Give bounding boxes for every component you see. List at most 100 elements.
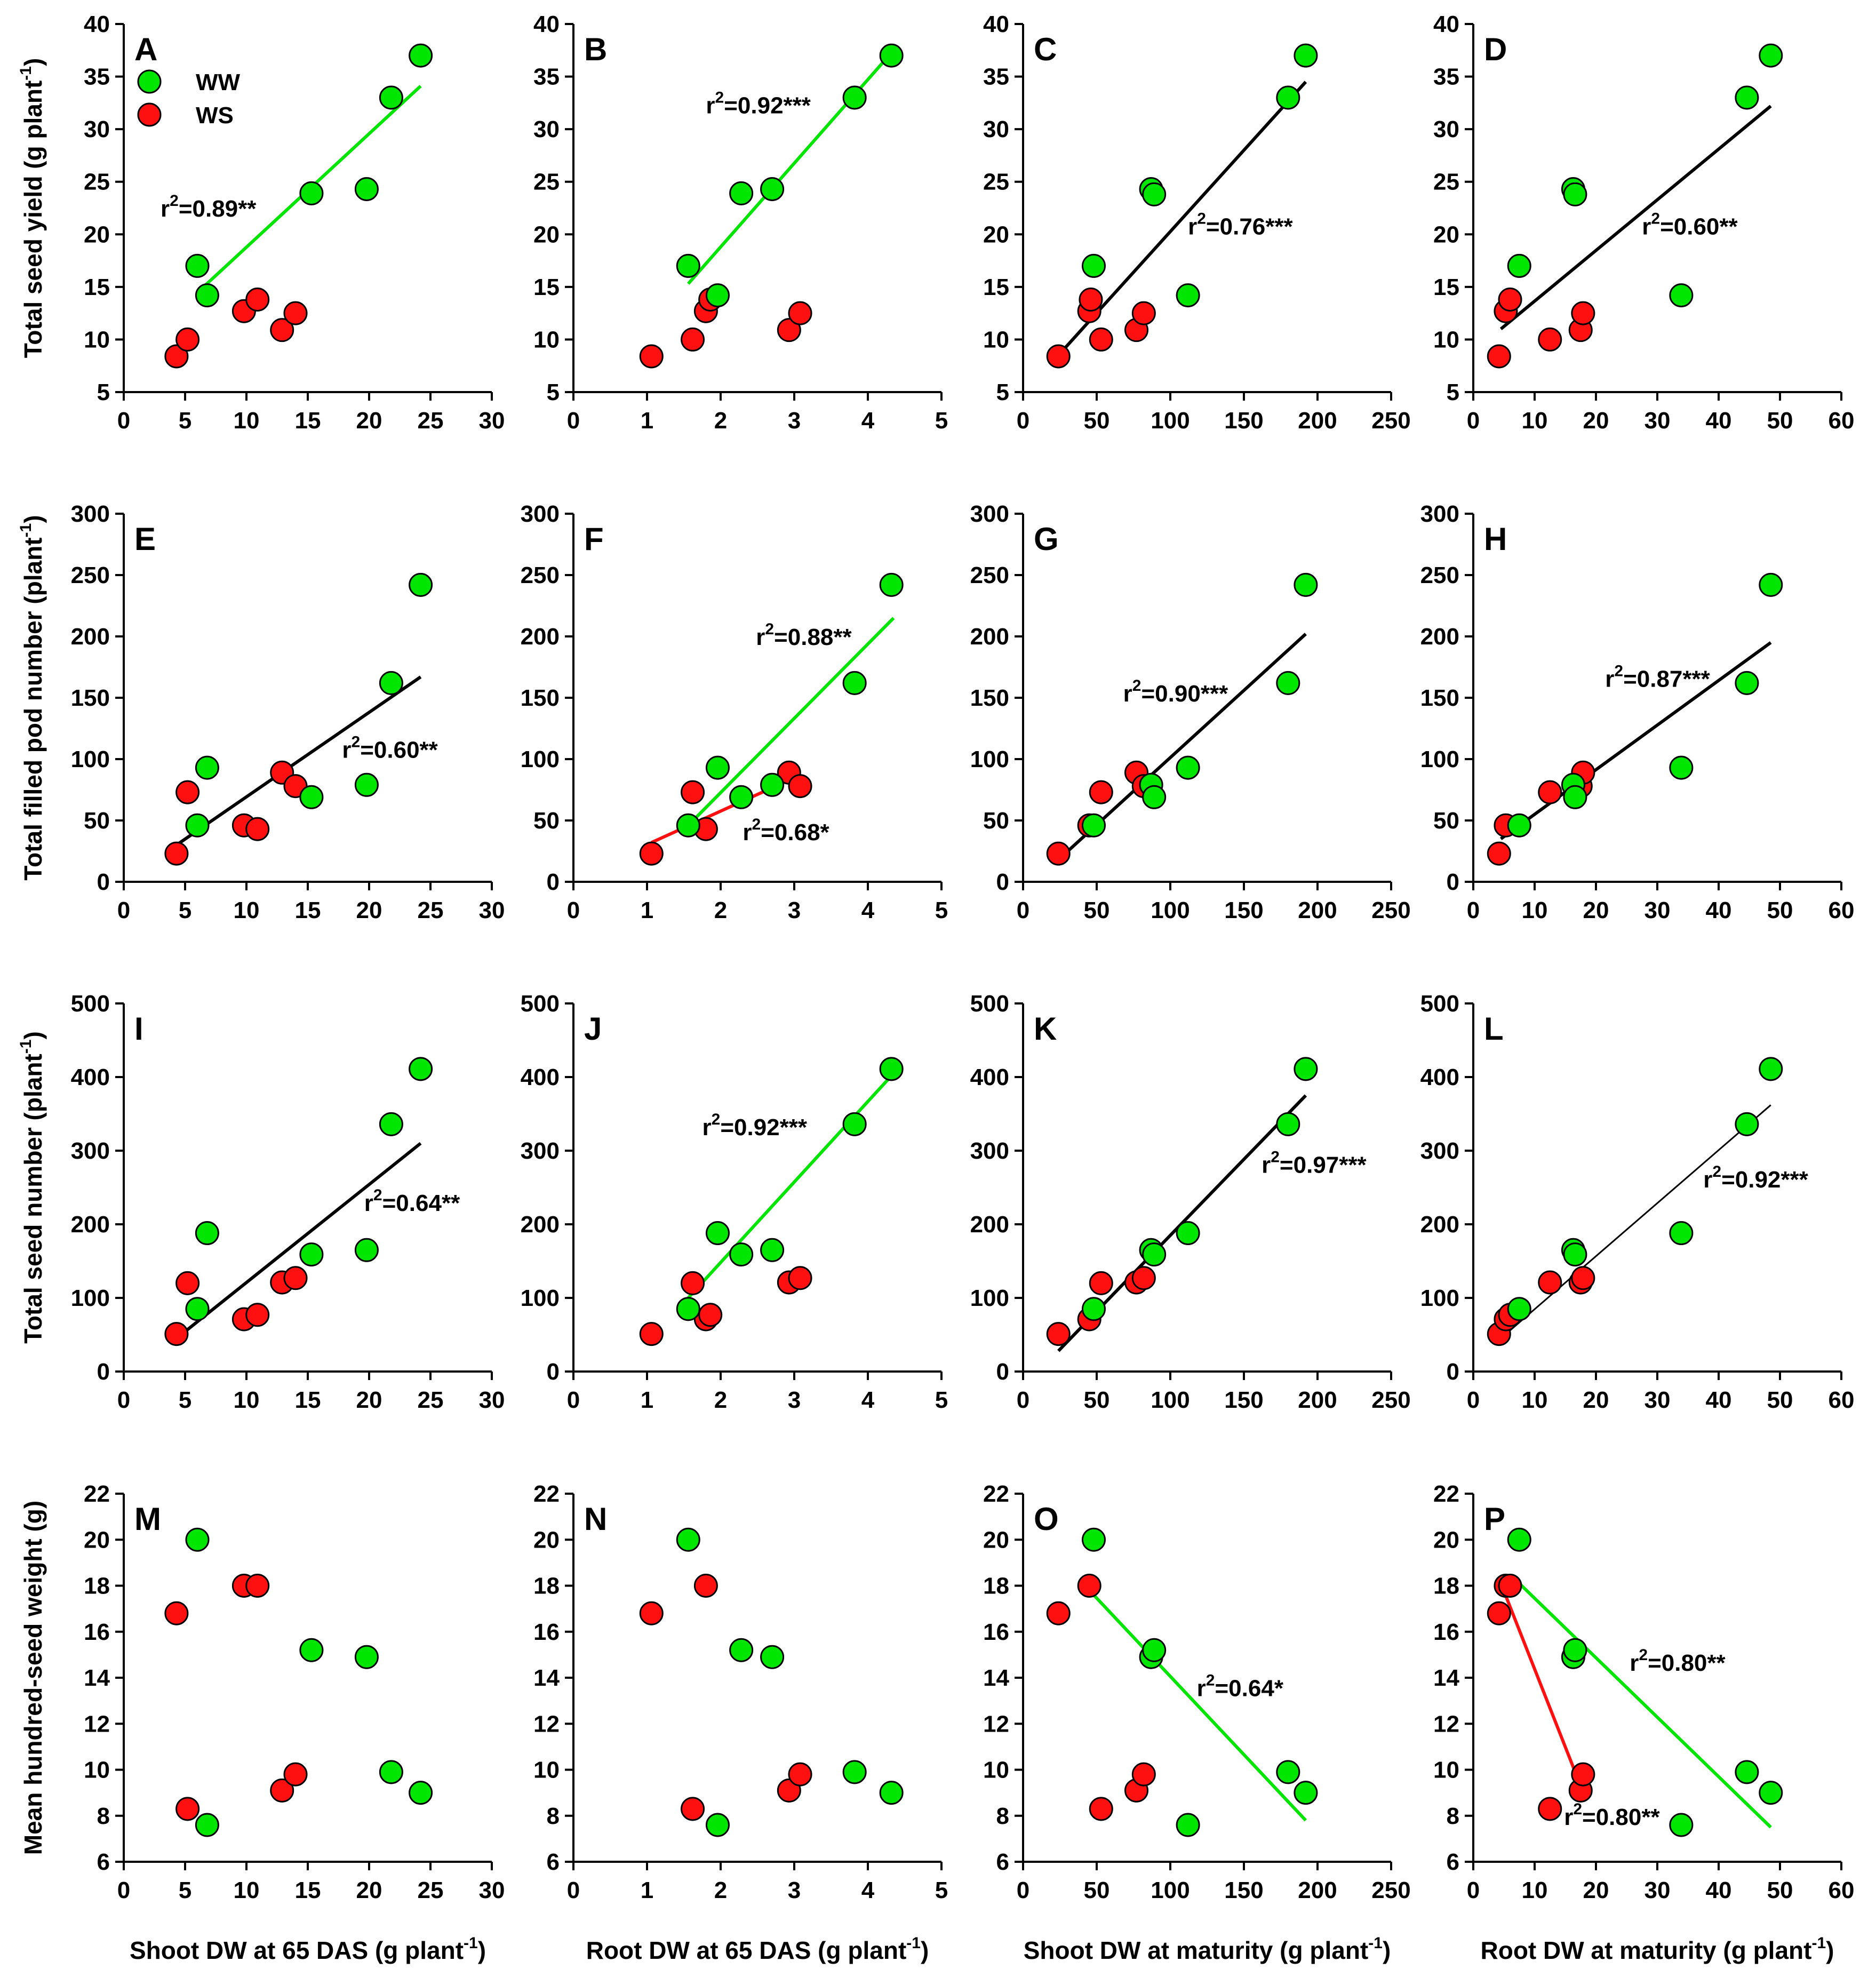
legend-marker-ws (137, 102, 162, 127)
ww-point (1735, 85, 1759, 110)
ws-point (164, 1601, 189, 1625)
x-tick-label: 1 (641, 1387, 653, 1413)
r-squared-annotation: r2=0.80** (1630, 1646, 1726, 1676)
ww-point (1759, 43, 1783, 68)
ww-point (1081, 813, 1106, 838)
ws-point (1089, 1797, 1113, 1821)
x-tick-label: 50 (1767, 408, 1793, 434)
r-squared-annotation: r2=0.89** (161, 192, 257, 222)
panel-g: 0 50 100 150 200 250 0 50 100 150 200 250 300 Gr2=0.9… (970, 501, 1411, 923)
y-tick-label: 400 (970, 1064, 1009, 1090)
y-axis-title-main: Mean hundred-seed weight (g) (19, 1501, 47, 1855)
r-symbol: r (364, 1190, 373, 1216)
x-tick-label: 5 (935, 1877, 948, 1903)
ws-point (164, 1322, 189, 1346)
x-tick-label: 10 (234, 1877, 260, 1903)
panel-letter: E (134, 521, 156, 557)
ww-point (195, 283, 219, 308)
ww-point (299, 785, 324, 809)
y-axis-title: Total seed number (plant-1) (17, 1031, 47, 1344)
y-tick-label: 8 (97, 1803, 110, 1829)
x-axis-title: Root DW at 65 DAS (g plant-1) (586, 1934, 929, 1964)
panel-o: 0 50 100 150 200 250 6 8 10 12 14 16 18 20 22 Or2=0.64* (983, 1481, 1411, 1903)
y-tick-label: 30 (84, 116, 110, 142)
ww-point (409, 43, 433, 68)
y-axis-title-close: ) (19, 515, 47, 523)
ww-point (676, 813, 700, 838)
x-tick-label: 25 (418, 408, 444, 434)
y-tick-label: 25 (983, 169, 1009, 195)
y-tick-label: 0 (996, 869, 1009, 895)
y-tick-label: 150 (1420, 685, 1459, 711)
y-tick-label: 25 (1433, 169, 1459, 195)
ws-point (681, 327, 705, 352)
ww-point (379, 1760, 403, 1784)
r-symbol: r (342, 737, 351, 763)
legend: WW WS (137, 69, 241, 129)
r-superscript: 2 (1712, 1163, 1721, 1181)
ws-point (1538, 780, 1562, 804)
r-value: =0.92*** (720, 1114, 808, 1141)
x-tick-label: 200 (1298, 1387, 1337, 1413)
r-symbol: r (1605, 666, 1614, 692)
ww-point (299, 1242, 324, 1267)
ww-point (195, 755, 219, 780)
x-tick-label: 0 (1017, 897, 1029, 923)
y-tick-label: 14 (533, 1665, 560, 1691)
y-tick-label: 22 (983, 1481, 1009, 1507)
x-tick-label: 0 (567, 1877, 580, 1903)
ws-point (1487, 1601, 1511, 1625)
y-tick-label: 0 (97, 1359, 110, 1385)
y-axis-title-sup: -1 (17, 66, 35, 81)
ww-point (379, 85, 403, 110)
y-tick-label: 200 (71, 1211, 110, 1238)
ww-point (1276, 671, 1300, 695)
ww-point (1142, 785, 1167, 809)
panel-letter: J (584, 1011, 602, 1047)
ws-point (1089, 780, 1113, 804)
r-squared-annotation: r2=0.80** (1564, 1800, 1660, 1830)
ww-point (760, 772, 785, 797)
y-tick-label: 10 (983, 326, 1009, 353)
ws-point (175, 1797, 200, 1821)
y-tick-label: 40 (533, 11, 560, 37)
r-squared-annotation: r2=0.68* (743, 816, 829, 846)
ws-point (1538, 327, 1562, 352)
ww-point (379, 671, 403, 695)
ww-point (354, 1645, 379, 1669)
r-squared-annotation: r2=0.87*** (1605, 662, 1710, 692)
y-tick-label: 30 (983, 116, 1009, 142)
x-tick-label: 30 (479, 408, 505, 434)
r-superscript: 2 (1573, 1800, 1582, 1818)
y-tick-label: 100 (521, 1285, 560, 1311)
panel-m: 0 5 10 15 20 25 30 6 8 10 12 14 16 18 20 22 M (84, 1481, 505, 1903)
y-tick-label: 12 (983, 1711, 1009, 1737)
panel-letter: H (1484, 521, 1507, 557)
x-tick-label: 5 (179, 408, 191, 434)
y-tick-label: 14 (1433, 1665, 1459, 1691)
ww-point (1759, 1781, 1783, 1805)
x-tick-label: 30 (479, 897, 505, 923)
x-axis-title: Shoot DW at 65 DAS (g plant-1) (130, 1934, 486, 1964)
ws-point (1131, 1762, 1156, 1787)
r-superscript: 2 (1271, 1148, 1280, 1166)
x-tick-label: 2 (714, 1877, 727, 1903)
ws-point (788, 301, 812, 325)
y-tick-label: 12 (84, 1711, 110, 1737)
ws-point (1089, 1271, 1113, 1295)
x-axis-title-sup: -1 (464, 1934, 478, 1952)
r-symbol: r (1630, 1650, 1639, 1676)
ww-point (842, 1760, 867, 1784)
x-tick-label: 20 (356, 1387, 382, 1413)
ww-point (1142, 182, 1167, 206)
x-tick-label: 4 (861, 1877, 875, 1903)
ww-point (705, 283, 730, 308)
ws-point (1046, 841, 1071, 866)
ww-point (879, 572, 904, 597)
r-squared-annotation: r2=0.76*** (1188, 210, 1293, 240)
y-tick-label: 15 (983, 274, 1009, 300)
ws-point (283, 301, 308, 325)
x-tick-label: 3 (788, 408, 801, 434)
y-tick-label: 300 (521, 1138, 560, 1164)
y-tick-label: 10 (1433, 1757, 1459, 1783)
